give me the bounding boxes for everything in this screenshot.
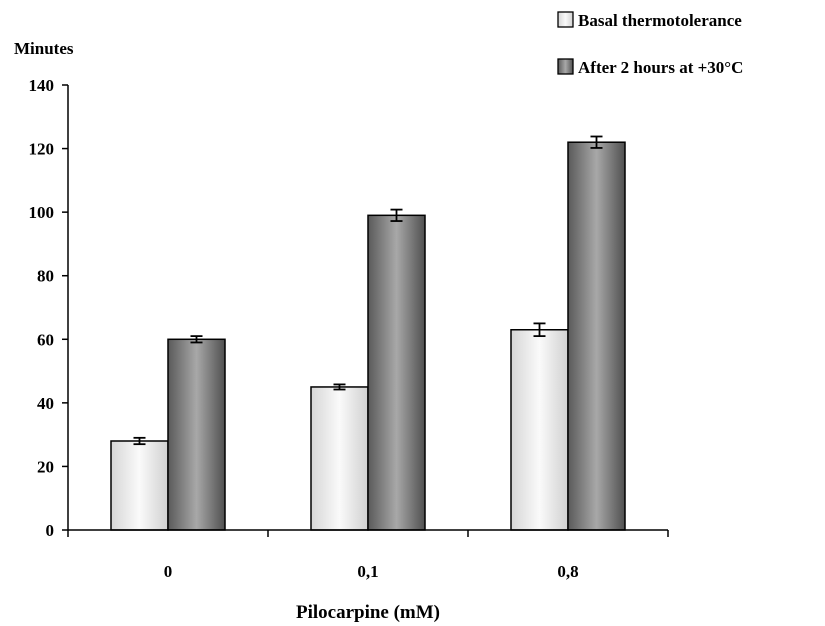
error-bar [390, 208, 403, 222]
y-axis: 0 20 40 60 80 100 120 140 [29, 76, 69, 540]
x-tick-label: 0,1 [357, 562, 378, 581]
y-tick-label: 80 [37, 267, 54, 286]
x-tick-label: 0 [164, 562, 173, 581]
error-bar [133, 436, 146, 446]
y-axis-label: Minutes [14, 39, 74, 58]
bars [110, 135, 626, 531]
x-tick-label: 0,8 [557, 562, 578, 581]
legend: Basal thermotolerance After 2 hours at +3… [557, 11, 743, 77]
y-tick-label: 120 [29, 140, 55, 159]
y-tick-label: 140 [29, 76, 55, 95]
legend-swatch-basal [557, 11, 574, 28]
y-tick-label: 60 [37, 330, 54, 349]
bar-after-2 [567, 141, 626, 531]
legend-label-basal: Basal thermotolerance [578, 11, 742, 30]
error-bar [590, 135, 603, 149]
y-tick-label: 100 [29, 203, 55, 222]
bar-after-1 [367, 214, 426, 531]
x-axis-label: Pilocarpine (mM) [296, 602, 440, 623]
y-tick-label: 20 [37, 457, 54, 476]
legend-label-after: After 2 hours at +30°C [578, 58, 743, 77]
x-axis: 0 0,1 0,8 [67, 529, 669, 581]
legend-swatch-after [557, 58, 574, 75]
error-bar [533, 322, 546, 338]
bar-basal-1 [310, 386, 369, 531]
error-bar [333, 383, 346, 391]
error-bar [190, 335, 203, 344]
y-tick-label: 40 [37, 394, 54, 413]
bar-basal-2 [510, 329, 569, 531]
y-tick-label: 0 [46, 521, 55, 540]
bar-basal-0 [110, 440, 169, 531]
bar-after-0 [167, 338, 226, 531]
